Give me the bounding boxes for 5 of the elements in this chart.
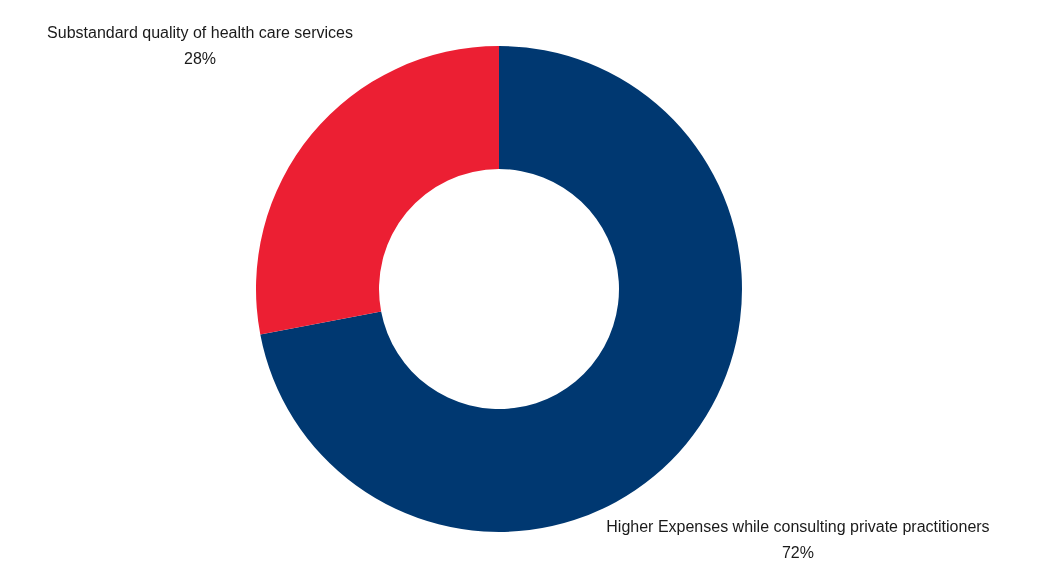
donut-slice	[256, 46, 499, 335]
data-label: 28%	[184, 49, 217, 67]
data-label: 72%	[781, 544, 814, 562]
slice-label: Higher Expenses while consulting private practitioners	[606, 518, 990, 536]
slice-label: Substandard quality of health care services	[47, 23, 354, 41]
